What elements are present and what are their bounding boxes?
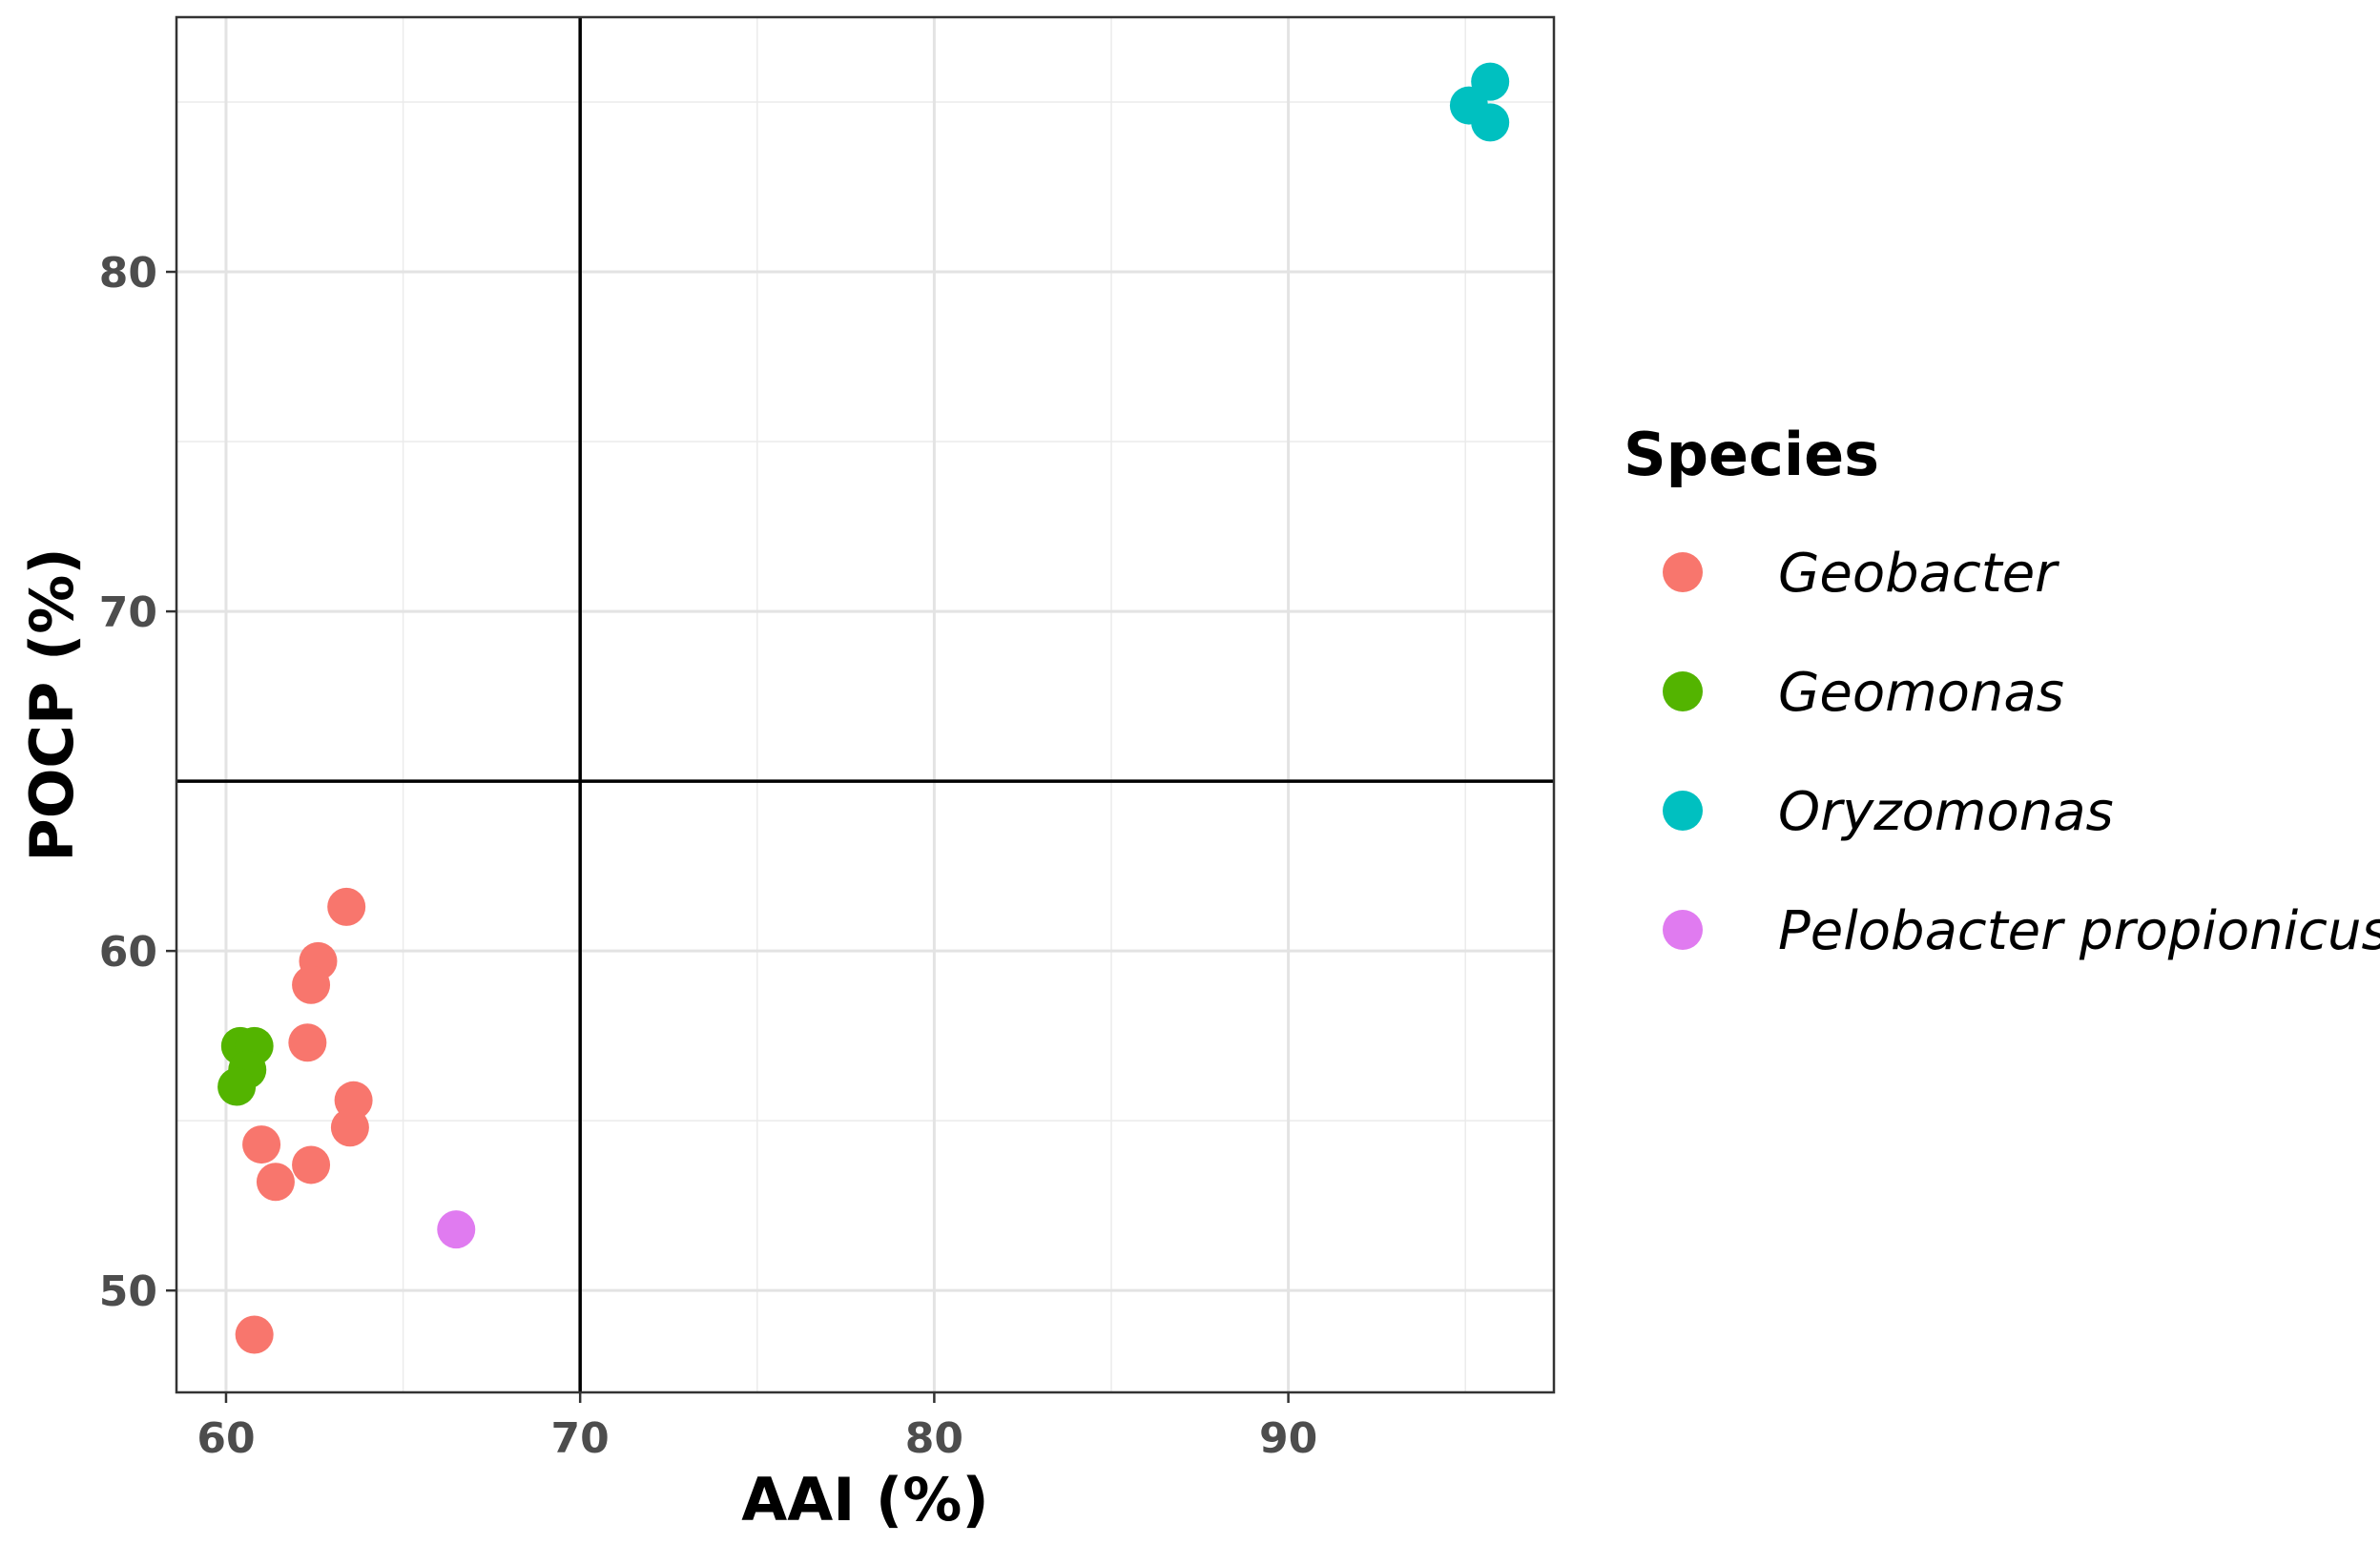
point-geobacter	[256, 1163, 295, 1202]
point-geobacter	[292, 965, 331, 1004]
x-tick-label: 90	[1259, 1414, 1317, 1463]
legend-key-pelobacter-propionicus	[1663, 910, 1703, 950]
point-geobacter	[330, 1108, 369, 1147]
plot-border	[175, 15, 1556, 1394]
legend-title: Species	[1624, 420, 1879, 489]
legend-label: Geobacter	[1778, 543, 2059, 605]
legend-label: Pelobacter propionicus	[1778, 900, 2380, 962]
x-axis-title: AAI (%)	[741, 1465, 988, 1534]
point-geobacter	[235, 1315, 274, 1354]
legend-label: Geomonas	[1778, 662, 2064, 724]
legend-key-geobacter	[1663, 552, 1703, 592]
y-tick-label: 50	[99, 1267, 157, 1316]
point-geobacter	[288, 1023, 327, 1062]
y-tick-label: 60	[99, 928, 157, 977]
data-points	[217, 62, 1510, 1354]
legend: Species Geobacter Geomonas Oryzomonas Pelob…	[1624, 420, 2380, 962]
axis-ticks: 60 70 80 90 50 60 70 80	[99, 249, 1317, 1463]
y-axis-title: POCP (%)	[17, 547, 87, 861]
x-tick-label: 70	[551, 1414, 610, 1463]
point-geobacter	[327, 887, 366, 926]
point-geomonas	[217, 1067, 257, 1106]
plot-background	[176, 17, 1554, 1392]
y-tick-label: 70	[99, 588, 157, 637]
point-pelobacter-propionicus	[437, 1210, 476, 1249]
x-tick-label: 60	[197, 1414, 255, 1463]
x-tick-label: 80	[905, 1414, 963, 1463]
point-oryzomonas	[1471, 103, 1510, 142]
point-geobacter	[292, 1145, 331, 1184]
reference-lines	[176, 17, 1554, 1392]
y-tick-label: 80	[99, 249, 157, 298]
legend-key-geomonas	[1663, 671, 1703, 711]
point-geobacter	[242, 1125, 281, 1164]
legend-key-oryzomonas	[1663, 791, 1703, 831]
legend-label: Oryzomonas	[1778, 781, 2114, 843]
